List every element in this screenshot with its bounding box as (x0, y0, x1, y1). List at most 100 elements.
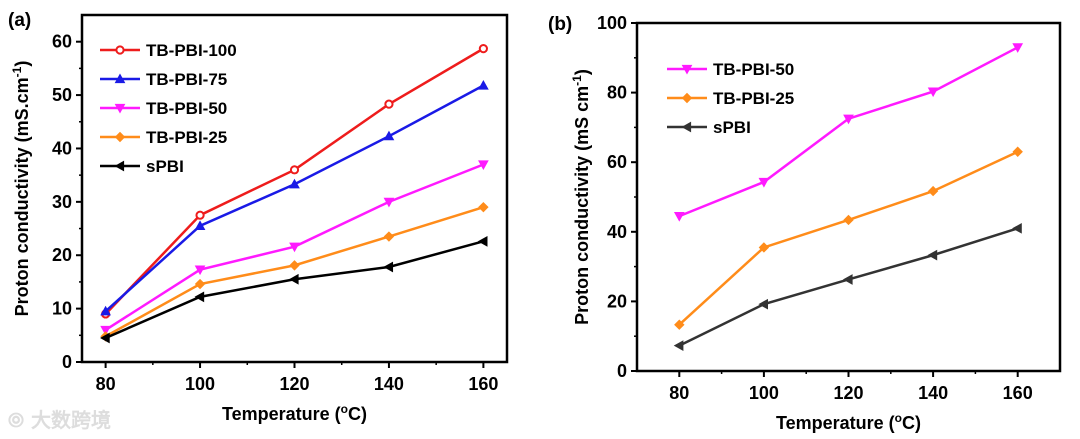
data-point (478, 201, 489, 213)
series-tb-pbi-25 (100, 201, 489, 342)
watermark-logo: ⦾ 大数跨境 (8, 408, 111, 432)
data-point (383, 231, 395, 242)
legend-label: TB-PBI-100 (146, 41, 237, 60)
legend-item: TB-PBI-75 (100, 70, 227, 89)
legend-item: TB-PBI-25 (667, 89, 794, 108)
data-point (383, 197, 395, 208)
series-tb-pbi-75 (100, 79, 489, 316)
y-tick-label: 60 (607, 152, 627, 172)
data-point (842, 274, 853, 285)
data-point (674, 319, 685, 330)
y-axis-label: Proton conductivity (mS cm-1) (570, 69, 592, 325)
series-tb-pbi-25 (674, 146, 1023, 330)
x-tick-label: 160 (468, 374, 498, 394)
data-point (927, 185, 939, 197)
data-point (478, 160, 489, 171)
data-point (1012, 146, 1023, 157)
legend-marker (114, 73, 126, 84)
series-spbi (673, 222, 1022, 351)
chart-panel-b: (b) 80 100 120 140 160 0 20 40 60 80 100 Temperature… (548, 13, 1062, 433)
y-tick-label: 20 (52, 245, 72, 265)
chart-panel-a: (a) 80 100 120 140 160 0 10 20 30 40 50 60 Temperatur… (8, 10, 509, 424)
series-line (678, 150, 1019, 326)
data-point (384, 99, 394, 109)
data-point (478, 44, 488, 54)
legend-marker (114, 103, 126, 114)
x-tick-label: 80 (96, 374, 116, 394)
plot-frame (80, 13, 509, 364)
series-spbi (100, 236, 488, 344)
data-point (289, 165, 300, 175)
y-tick-label: 20 (607, 291, 627, 311)
legend-item: sPBI (667, 118, 751, 137)
y-tick-label: 80 (607, 83, 627, 103)
data-point (194, 220, 206, 230)
series-line (105, 205, 484, 338)
x-tick-label: 120 (279, 374, 309, 394)
y-tick-label: 0 (62, 352, 72, 372)
x-tick-label: 80 (669, 383, 689, 403)
legend-label: TB-PBI-50 (713, 60, 794, 79)
legend-label: TB-PBI-25 (146, 128, 227, 147)
x-axis-label: Temperature (oC) (776, 411, 921, 433)
data-point (758, 242, 770, 253)
panel-label: (b) (548, 14, 572, 35)
data-point (194, 265, 206, 276)
legend-item: TB-PBI-50 (100, 99, 227, 118)
data-point (288, 273, 299, 285)
series-tb-pbi-50 (100, 160, 489, 336)
legend-label: sPBI (713, 118, 751, 137)
data-point (1012, 222, 1022, 234)
legend-item: TB-PBI-50 (667, 60, 794, 79)
y-tick-label: 0 (617, 361, 627, 381)
data-point (383, 130, 395, 141)
panel-label: (a) (8, 10, 31, 31)
y-tick-label: 40 (607, 222, 627, 242)
data-point (843, 114, 854, 125)
data-point (289, 260, 300, 271)
y-axis-label: Proton conductivity (mS.cm-1) (10, 61, 32, 317)
y-tick-label: 100 (597, 13, 627, 33)
y-tick-label: 50 (52, 85, 72, 105)
legend-marker (115, 45, 125, 55)
data-point (758, 177, 770, 188)
legend-marker (681, 121, 692, 133)
y-tick-label: 30 (52, 192, 72, 212)
data-point (758, 298, 768, 310)
x-axis-label: Temperature (oC) (222, 402, 367, 424)
data-point (927, 249, 938, 261)
data-point (843, 214, 854, 226)
x-tick-label: 140 (374, 374, 404, 394)
legend-label: sPBI (146, 157, 184, 176)
data-point (195, 210, 205, 220)
series-tb-pbi-50 (673, 43, 1024, 222)
data-point (289, 242, 300, 253)
data-point (477, 236, 488, 247)
data-point (194, 278, 206, 290)
legend-marker (681, 64, 693, 75)
plot-frame (635, 21, 1062, 373)
series-line (678, 227, 1019, 347)
y-tick-label: 40 (52, 138, 72, 158)
series-tb-pbi-100 (101, 44, 488, 319)
legend-marker (114, 131, 126, 143)
x-tick-label: 140 (918, 383, 948, 403)
x-tick-label: 100 (185, 374, 215, 394)
data-point (100, 325, 111, 336)
data-point (289, 178, 300, 189)
legend-item: sPBI (100, 157, 184, 176)
data-point (100, 305, 111, 316)
legend-label: TB-PBI-50 (146, 99, 227, 118)
legend-label: TB-PBI-25 (713, 89, 794, 108)
y-tick-label: 60 (52, 32, 72, 52)
x-tick-label: 160 (1003, 383, 1033, 403)
data-point (673, 212, 685, 222)
data-point (478, 79, 489, 90)
data-point (1012, 43, 1024, 53)
data-point (100, 332, 110, 344)
data-point (673, 340, 684, 351)
legend-marker (114, 160, 125, 172)
data-point (383, 261, 394, 273)
